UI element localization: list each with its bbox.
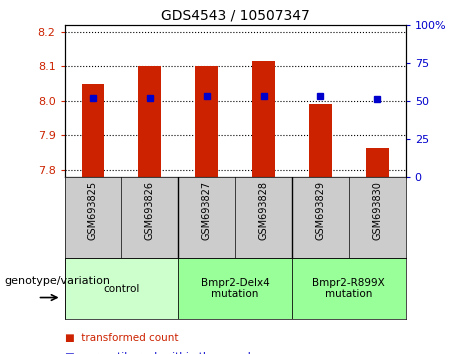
Text: GSM693826: GSM693826 xyxy=(145,181,155,240)
Text: GSM693827: GSM693827 xyxy=(201,181,212,240)
Text: ■  percentile rank within the sample: ■ percentile rank within the sample xyxy=(65,352,257,354)
Text: GSM693829: GSM693829 xyxy=(315,181,325,240)
Text: ■  transformed count: ■ transformed count xyxy=(65,333,178,343)
Bar xyxy=(65,258,178,319)
Bar xyxy=(82,84,104,177)
Bar xyxy=(195,66,218,177)
Text: GSM693830: GSM693830 xyxy=(372,181,382,240)
Text: GSM693828: GSM693828 xyxy=(259,181,269,240)
Text: genotype/variation: genotype/variation xyxy=(5,276,111,286)
Bar xyxy=(252,61,275,177)
Text: Bmpr2-Delx4
mutation: Bmpr2-Delx4 mutation xyxy=(201,278,270,299)
Text: GSM693825: GSM693825 xyxy=(88,181,98,240)
Bar xyxy=(292,258,406,319)
Bar xyxy=(178,258,292,319)
Text: control: control xyxy=(103,284,140,293)
Bar xyxy=(138,66,161,177)
Bar xyxy=(366,148,389,177)
Text: Bmpr2-R899X
mutation: Bmpr2-R899X mutation xyxy=(313,278,385,299)
Title: GDS4543 / 10507347: GDS4543 / 10507347 xyxy=(161,8,309,22)
Bar xyxy=(309,104,332,177)
